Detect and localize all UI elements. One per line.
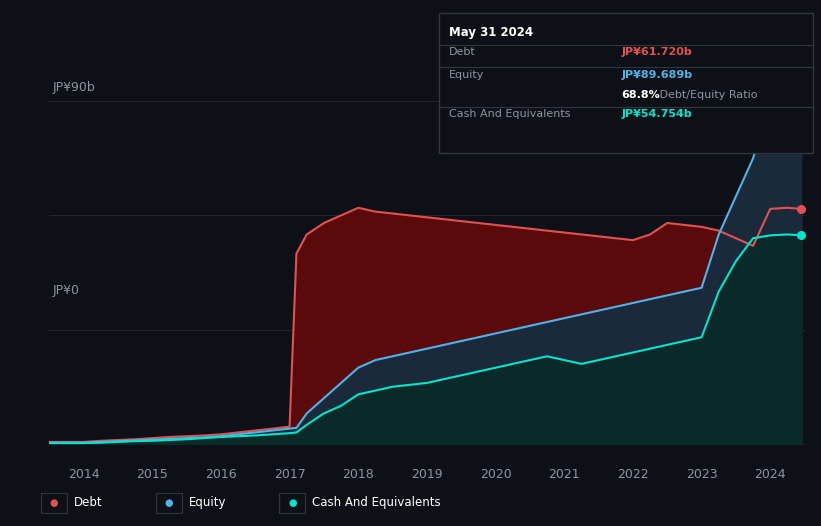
Text: JP¥0: JP¥0 (53, 285, 80, 298)
Text: Cash And Equivalents: Cash And Equivalents (449, 109, 571, 119)
Text: JP¥54.754b: JP¥54.754b (621, 109, 692, 119)
Point (795, 98, 808, 107)
Text: JP¥90b: JP¥90b (53, 81, 96, 94)
Text: Equity: Equity (449, 70, 484, 80)
Text: JP¥89.689b: JP¥89.689b (621, 70, 693, 80)
Text: Debt/Equity Ratio: Debt/Equity Ratio (656, 90, 758, 100)
Point (795, 231, 808, 239)
Text: Cash And Equivalents: Cash And Equivalents (312, 497, 441, 509)
Text: Debt: Debt (74, 497, 103, 509)
Text: ●: ● (50, 498, 58, 508)
Text: JP¥61.720b: JP¥61.720b (621, 47, 692, 57)
Text: 68.8%: 68.8% (621, 90, 660, 100)
Text: Equity: Equity (189, 497, 227, 509)
Point (795, 205, 808, 213)
Text: ●: ● (165, 498, 173, 508)
Text: Debt: Debt (449, 47, 476, 57)
Text: May 31 2024: May 31 2024 (449, 26, 533, 39)
Text: ●: ● (288, 498, 296, 508)
